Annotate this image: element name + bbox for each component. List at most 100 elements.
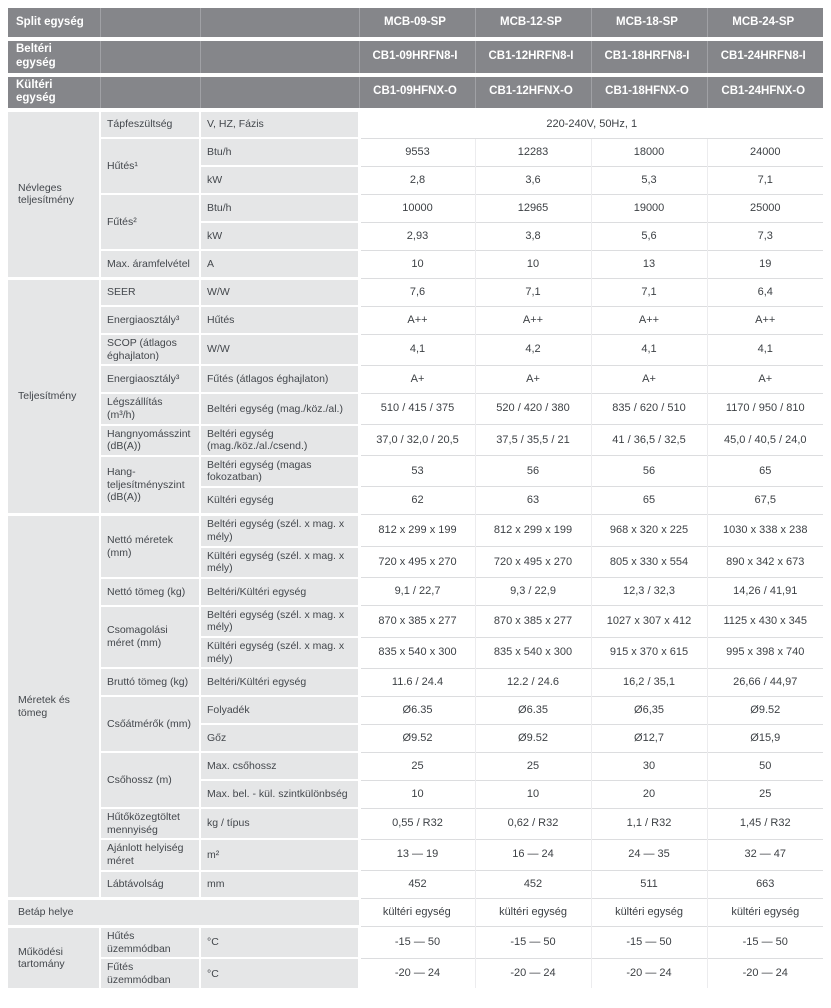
value-cell: 1,45 / R32	[706, 807, 823, 840]
column-header: CB1-24HFNX-O	[707, 74, 823, 113]
table-row: Fűtés üzemmódban °C -20 — 24 -20 — 24 -20 — …	[8, 957, 823, 989]
row-unit: Gőz	[200, 723, 361, 753]
value-cell: 4,2	[474, 333, 591, 366]
table-row: Bruttó tömeg (kg) Beltéri/Kültéri egység 1…	[8, 667, 823, 697]
value-cell: 3,8	[474, 221, 591, 251]
table-row: Energiaosztály³ Fűtés (átlagos éghajlaton…	[8, 364, 823, 394]
row-unit: Kültéri egység (szél. x mag. x mély)	[200, 545, 361, 578]
value-cell: Ø12,7	[590, 723, 707, 753]
row-unit: W/W	[200, 333, 361, 366]
value-cell: 870 x 385 x 277	[359, 605, 475, 637]
row-label: Ajánlott helyiség méret	[100, 838, 201, 871]
value-cell: 37,0 / 32,0 / 20,5	[359, 424, 475, 456]
table-row: Max. bel. - kül. szintkülönbség 10 10 20 25	[8, 779, 823, 809]
column-header: MCB-12-SP	[475, 8, 592, 41]
value-cell: 812 x 299 x 199	[359, 514, 475, 547]
value-cell: 65	[706, 455, 823, 487]
column-header: CB1-12HRFN8-I	[475, 39, 592, 77]
value-cell: 67,5	[706, 486, 823, 515]
value-cell: 19	[706, 249, 823, 279]
value-cell: 10000	[359, 193, 475, 223]
value-cell: 13 — 19	[359, 838, 475, 871]
row-label: Tápfeszültség	[100, 108, 201, 139]
value-cell: 12,3 / 32,3	[590, 577, 707, 606]
value-cell: 720 x 495 x 270	[359, 546, 475, 578]
row-unit: Hűtés	[200, 305, 361, 335]
column-header: MCB-09-SP	[359, 8, 476, 41]
row-label: Max. áramfelvétel	[100, 249, 201, 279]
value-cell: 13	[590, 249, 707, 279]
row-unit: Beltéri egység (mag./köz./al./csend.)	[200, 423, 361, 456]
value-cell: -20 — 24	[474, 957, 591, 989]
row-unit: °C	[200, 925, 361, 959]
row-group-label: Betáp helye	[8, 897, 359, 927]
row-unit: Folyadék	[200, 695, 361, 725]
value-cell: 25	[706, 779, 823, 809]
value-cell: 9,3 / 22,9	[474, 577, 591, 606]
row-unit: kW	[200, 165, 361, 195]
value-cell: 7,1	[474, 277, 591, 307]
row-label: Csomagolási méret (mm)	[100, 604, 201, 669]
value-cell: 0,55 / R32	[359, 807, 475, 840]
column-header: CB1-18HRFN8-I	[591, 39, 708, 77]
value-cell: 4,1	[706, 333, 823, 366]
value-cell: 511	[590, 870, 707, 899]
table-row: Gőz Ø9.52 Ø9.52 Ø12,7 Ø15,9	[8, 723, 823, 753]
row-label: Hűtés üzemmódban	[100, 925, 201, 959]
table-row: Csőátmérők (mm) Folyadék Ø6.35 Ø6.35 Ø6,35 Ø9…	[8, 695, 823, 753]
value-cell: -15 — 50	[590, 926, 707, 959]
value-cell: -20 — 24	[359, 957, 475, 989]
row-unit: W/W	[200, 276, 361, 307]
value-cell: 25	[359, 751, 475, 781]
value-cell: 452	[359, 870, 475, 899]
value-cell: 20	[590, 779, 707, 809]
value-cell: 870 x 385 x 277	[474, 605, 591, 637]
row-unit: kW	[200, 221, 361, 251]
column-header: CB1-24HRFN8-I	[707, 39, 823, 77]
row-unit: Btu/h	[200, 137, 361, 167]
row-label: Bruttó tömeg (kg)	[100, 667, 201, 697]
value-cell: Ø6.35	[359, 695, 475, 725]
value-cell: 53	[359, 455, 475, 487]
table-row: Kültéri egység 62 63 65 67,5	[8, 485, 823, 515]
table-row: Hűtőközegtöltet mennyiség kg / típus 0,55 …	[8, 807, 823, 840]
header-spacer-cell	[200, 8, 360, 41]
value-cell: 5,6	[590, 221, 707, 251]
table-row: Névleges teljesítmény Tápfeszültség V, HZ,…	[8, 108, 823, 279]
table-row: Lábtávolság mm 452 452 511 663	[8, 869, 823, 899]
value-cell: 452	[474, 870, 591, 899]
row-label: Energiaosztály³	[100, 305, 201, 335]
value-cell: A++	[474, 305, 591, 335]
value-cell: A+	[590, 364, 707, 394]
value-cell: 10	[474, 779, 591, 809]
value-cell: 9553	[359, 137, 475, 167]
value-cell: 50	[706, 751, 823, 781]
column-header: MCB-18-SP	[591, 8, 708, 41]
value-cell: 663	[706, 870, 823, 899]
row-unit: Fűtés (átlagos éghajlaton)	[200, 364, 361, 394]
row-label: Energiaosztály³	[100, 364, 201, 394]
table-row: Csomagolási méret (mm) Beltéri egység (sz…	[8, 604, 823, 669]
table-row: Ajánlott helyiség méret m² 13 — 19 16 — 24 2…	[8, 838, 823, 871]
row-label: Hang-teljesítményszint (dB(A))	[100, 454, 201, 515]
row-group-label: Teljesítmény	[8, 276, 101, 515]
row-unit: Beltéri/Kültéri egység	[200, 667, 361, 697]
row-label: Hangnyomásszint (dB(A))	[100, 423, 201, 456]
value-cell: 1,1 / R32	[590, 807, 707, 840]
value-cell: Ø9.52	[706, 695, 823, 725]
column-header: CB1-09HRFN8-I	[359, 39, 476, 77]
value-cell: 26,66 / 44,97	[706, 667, 823, 697]
value-cell: Ø15,9	[706, 723, 823, 753]
value-cell: 65	[590, 486, 707, 515]
table-row: Max. áramfelvétel A 10 10 13 19	[8, 249, 823, 279]
value-cell: 56	[474, 455, 591, 487]
row-label: Lábtávolság	[100, 869, 201, 899]
value-cell: 41 / 36,5 / 32,5	[590, 424, 707, 456]
row-unit: m²	[200, 838, 361, 871]
value-cell: 890 x 342 x 673	[706, 546, 823, 578]
value-cell: 2,8	[359, 165, 475, 195]
row-label: SCOP (átlagos éghajlaton)	[100, 333, 201, 366]
row-unit: Btu/h	[200, 193, 361, 223]
row-unit: Beltéri egység (szél. x mag. x mély)	[200, 513, 361, 547]
